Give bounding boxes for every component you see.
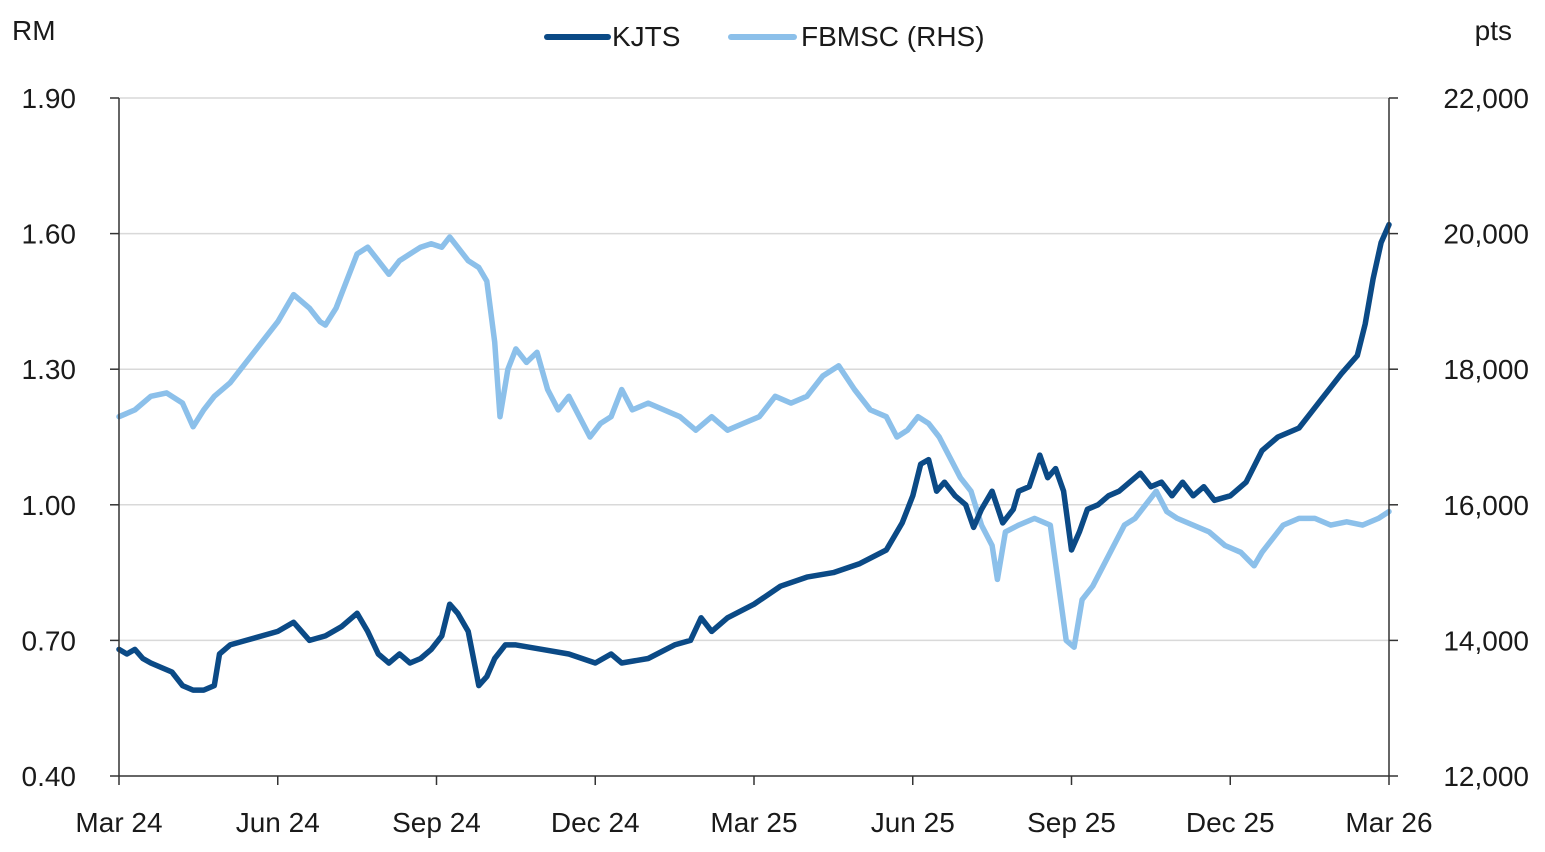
right-axis-tick-label: 12,000 — [1443, 761, 1529, 792]
series-layer — [116, 221, 1392, 693]
series-line-fbmsc — [116, 234, 1392, 650]
right-axis-tick-labels: 12,000 14,000 16,000 18,000 20,000 22,000 — [1389, 83, 1529, 792]
legend-kjts-label: KJTS — [612, 21, 680, 52]
left-axis-tick-label: 1.30 — [22, 354, 77, 385]
x-axis-tick-label: Dec 25 — [1186, 807, 1275, 838]
x-axis-tick-label: Mar 25 — [710, 807, 797, 838]
left-axis-tick-label: 1.00 — [22, 490, 77, 521]
left-axis-tick-label: 1.60 — [22, 219, 77, 250]
right-axis-tick-label: 18,000 — [1443, 354, 1529, 385]
right-axis-tick-label: 14,000 — [1443, 625, 1529, 656]
right-axis-tick-label: 20,000 — [1443, 219, 1529, 250]
legend-fbmsc-label: FBMSC (RHS) — [801, 21, 985, 52]
right-axis-tick-label: 22,000 — [1443, 83, 1529, 114]
left-axis-unit: RM — [12, 15, 56, 46]
x-axis-tick-label: Jun 24 — [236, 807, 320, 838]
x-axis-tick-label: Jun 25 — [871, 807, 955, 838]
x-axis-tick-label: Mar 24 — [75, 807, 162, 838]
x-axis-tick-label: Sep 24 — [392, 807, 481, 838]
series-line-kjts — [116, 221, 1392, 693]
axes — [118, 98, 1390, 777]
left-axis-tick-label: 0.70 — [22, 625, 77, 656]
x-axis-tick-labels: Mar 24 Jun 24 Sep 24 Dec 24 Mar 25 Jun 25 Sep … — [75, 776, 1433, 838]
x-axis-tick-label: Sep 25 — [1027, 807, 1116, 838]
left-axis-tick-label: 1.90 — [22, 83, 77, 114]
x-axis-tick-label: Mar 26 — [1345, 807, 1432, 838]
left-axis-tick-labels: 0.40 0.70 1.00 1.30 1.60 1.90 — [22, 83, 119, 792]
right-axis-unit: pts — [1475, 15, 1512, 46]
right-axis-tick-label: 16,000 — [1443, 490, 1529, 521]
left-axis-tick-label: 0.40 — [22, 761, 77, 792]
legend: KJTS FBMSC (RHS) — [544, 21, 985, 52]
x-axis-tick-label: Dec 24 — [551, 807, 640, 838]
gridlines — [119, 97, 1389, 642]
